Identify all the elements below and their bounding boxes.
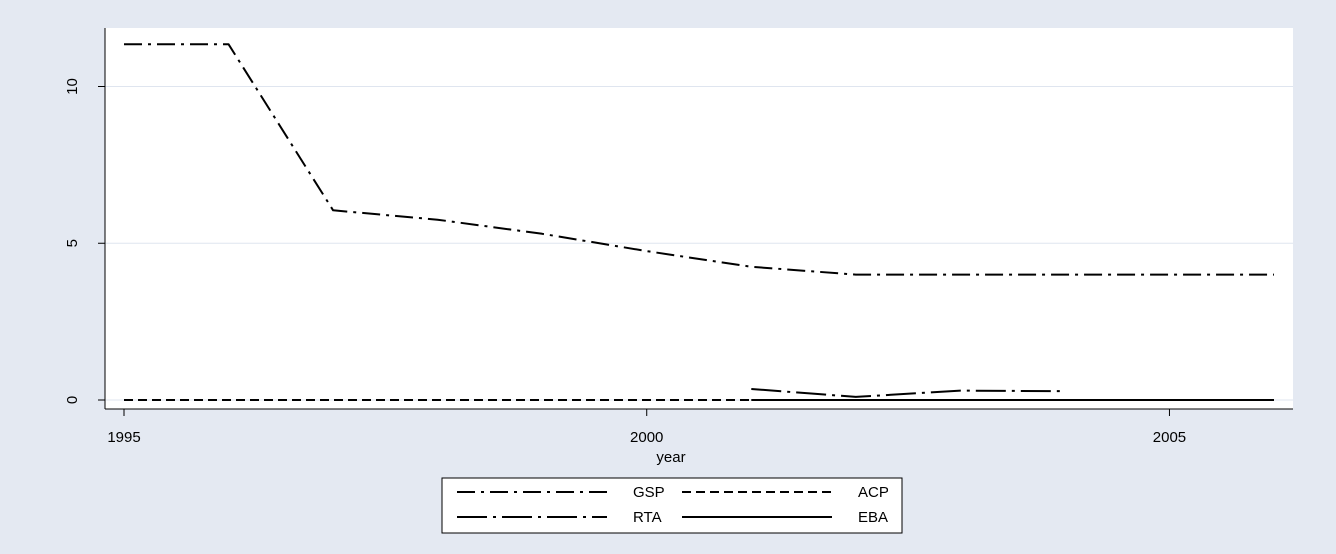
y-tick-label: 5: [64, 239, 81, 247]
y-tick-label: 10: [64, 78, 81, 95]
x-tick-label: 2000: [630, 429, 663, 446]
legend-label-gsp: GSP: [633, 484, 665, 501]
legend-label-rta: RTA: [633, 509, 662, 526]
legend-label-eba: EBA: [858, 509, 888, 526]
legend-box: [441, 477, 903, 534]
series-line-rta: [751, 388, 1065, 398]
axes: 0 5 10 1995 2000 2005: [64, 28, 1293, 446]
legend-label-acp: ACP: [858, 484, 889, 501]
y-tick-label: 0: [64, 396, 81, 404]
legend: GSP ACP RTA EBA: [441, 477, 903, 534]
plot-area: [105, 28, 1293, 409]
x-tick-label: 2005: [1153, 429, 1186, 446]
x-axis-title: year: [656, 449, 685, 466]
series-line-gsp: [124, 43, 1274, 276]
x-tick-label: 1995: [107, 429, 140, 446]
series-lines: [124, 43, 1274, 401]
